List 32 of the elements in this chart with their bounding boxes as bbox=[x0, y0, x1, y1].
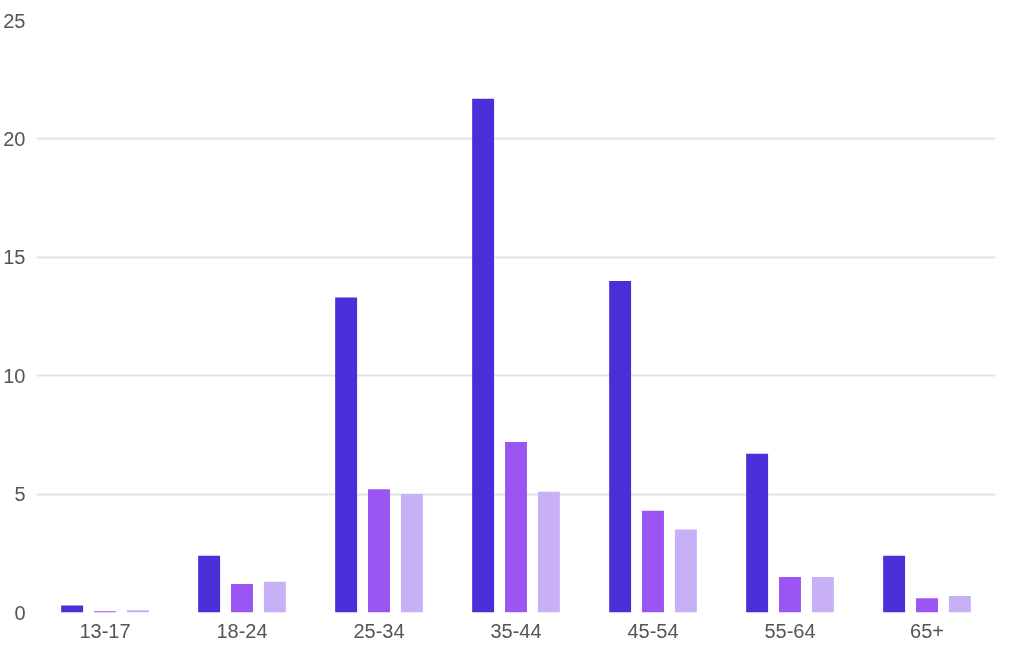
bar bbox=[811, 576, 834, 613]
bar bbox=[674, 529, 697, 613]
bar bbox=[746, 453, 769, 613]
x-tick-label: 25-34 bbox=[353, 619, 405, 642]
y-tick-label: 20 bbox=[3, 127, 26, 150]
x-tick-label: 13-17 bbox=[79, 619, 131, 642]
x-tick-label: 18-24 bbox=[216, 619, 268, 642]
bar bbox=[948, 595, 971, 613]
y-tick-label: 0 bbox=[14, 601, 26, 624]
bar bbox=[263, 581, 286, 613]
x-tick-label: 55-64 bbox=[764, 619, 816, 642]
bar bbox=[400, 494, 423, 613]
bar bbox=[231, 584, 253, 613]
y-tick-label: 25 bbox=[3, 9, 26, 32]
bar bbox=[61, 605, 84, 613]
bar bbox=[537, 491, 560, 613]
bar bbox=[916, 598, 938, 613]
y-tick-label: 10 bbox=[3, 364, 26, 387]
bar bbox=[642, 510, 664, 613]
x-tick-label: 35-44 bbox=[490, 619, 542, 642]
y-tick-label: 5 bbox=[14, 483, 26, 506]
bar bbox=[883, 555, 906, 613]
bar bbox=[609, 280, 632, 613]
bar bbox=[368, 489, 390, 613]
bar bbox=[335, 297, 358, 613]
bar bbox=[779, 576, 801, 613]
x-tick-label: 65+ bbox=[910, 619, 944, 642]
bar bbox=[472, 98, 495, 613]
bar bbox=[198, 555, 221, 613]
bar bbox=[505, 442, 527, 613]
y-tick-label: 15 bbox=[3, 246, 26, 269]
x-tick-label: 45-54 bbox=[627, 619, 679, 642]
